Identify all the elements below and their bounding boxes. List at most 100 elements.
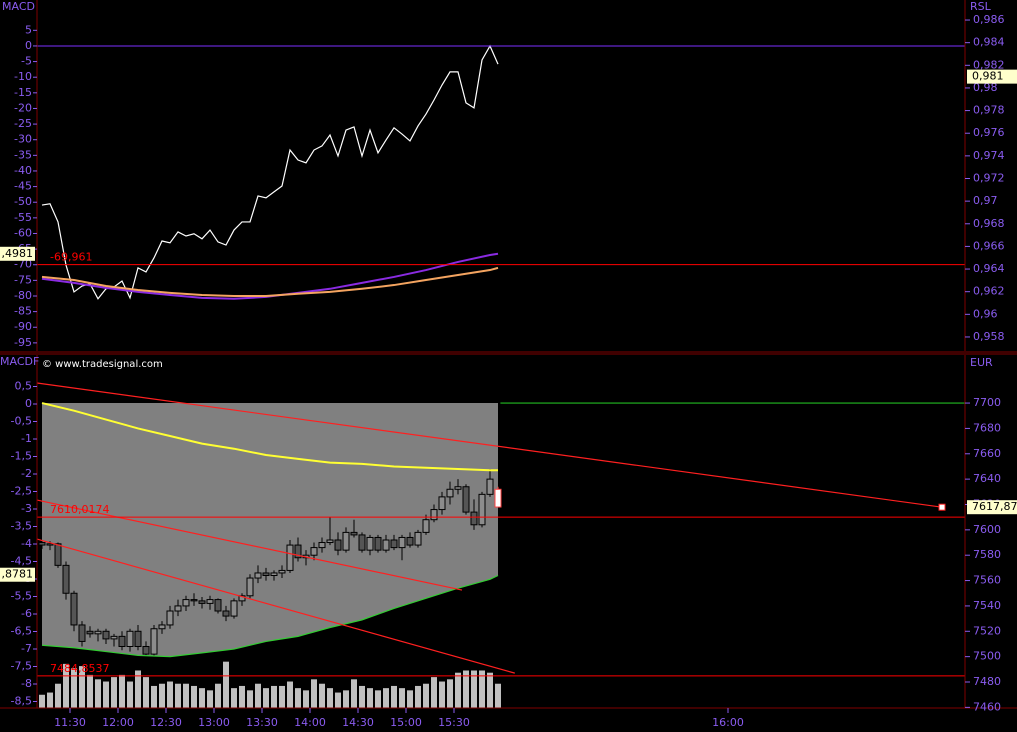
y-tick-label: -10 bbox=[14, 70, 32, 83]
volume-bar bbox=[143, 677, 149, 708]
volume-bar bbox=[415, 685, 421, 708]
indicator-line bbox=[41, 266, 499, 297]
candle-body bbox=[62, 564, 70, 594]
candle-body bbox=[318, 542, 326, 549]
y2-tick-label: 0,98 bbox=[973, 81, 998, 94]
candle-body bbox=[286, 544, 294, 571]
y-tick-label: 0 bbox=[25, 397, 32, 410]
volume-bar bbox=[159, 683, 165, 708]
y2-tick-label: 7600 bbox=[973, 523, 1001, 536]
candle-body bbox=[134, 630, 142, 648]
volume-bar bbox=[119, 674, 125, 708]
candle-body bbox=[358, 534, 366, 551]
y-tick-label: -75 bbox=[14, 273, 32, 286]
volume-bar bbox=[207, 690, 213, 708]
line-end-box bbox=[938, 503, 946, 511]
y-tick-label: -1,5 bbox=[11, 449, 32, 462]
volume-bar bbox=[199, 688, 205, 708]
y-tick-label: -60 bbox=[14, 226, 32, 239]
volume-bar bbox=[215, 683, 221, 708]
y-tick-label: -30 bbox=[14, 133, 32, 146]
overlay-line bbox=[41, 574, 499, 658]
candle-body bbox=[238, 595, 246, 602]
volume-bar bbox=[327, 688, 333, 708]
candle-body bbox=[382, 539, 390, 551]
y2-tick-label: 0,972 bbox=[973, 171, 1005, 184]
y-tick-label: -15 bbox=[14, 86, 32, 99]
volume-bar bbox=[175, 683, 181, 708]
plot-layer bbox=[36, 44, 965, 708]
value-marker-label: 0,981 bbox=[972, 70, 1004, 83]
volume-bar bbox=[495, 683, 501, 708]
candle-body bbox=[294, 544, 302, 559]
candle-body bbox=[198, 600, 206, 604]
y2-tick-label: 0,962 bbox=[973, 285, 1005, 298]
y-tick-label: -50 bbox=[14, 195, 32, 208]
pane-title: MACDF bbox=[0, 355, 39, 368]
candle-body bbox=[118, 635, 126, 648]
volume-bar bbox=[151, 685, 157, 708]
y2-tick-label: 7460 bbox=[973, 700, 1001, 713]
x-tick-label: 15:00 bbox=[390, 716, 422, 729]
volume-bar bbox=[223, 661, 229, 708]
y2-tick-label: 7540 bbox=[973, 599, 1001, 612]
candle-body bbox=[126, 630, 134, 648]
candle-body bbox=[278, 569, 286, 574]
candle-body bbox=[374, 536, 382, 551]
y-tick-label: -3 bbox=[21, 502, 32, 515]
value-marker-box bbox=[967, 500, 1017, 515]
y-tick-label: -6,5 bbox=[11, 624, 32, 637]
y-tick-label: -2 bbox=[21, 467, 32, 480]
pane-title-right: RSL bbox=[970, 0, 992, 13]
volume-bar bbox=[303, 690, 309, 708]
y2-tick-label: 0,96 bbox=[973, 307, 998, 320]
y-tick-label: -4 bbox=[21, 537, 32, 550]
y2-tick-label: 7640 bbox=[973, 472, 1001, 485]
value-marker-label: 7617,87 bbox=[972, 500, 1017, 513]
volume-bar bbox=[183, 683, 189, 708]
volume-bar bbox=[271, 685, 277, 708]
y2-tick-label: 7500 bbox=[973, 650, 1001, 663]
volume-bar bbox=[487, 672, 493, 708]
candle-body bbox=[86, 630, 94, 635]
volume-bar bbox=[423, 683, 429, 708]
volume-bar bbox=[239, 685, 245, 708]
pane-title: MACD bbox=[2, 0, 35, 13]
candle-body bbox=[94, 630, 102, 635]
volume-bar bbox=[263, 688, 269, 708]
candle-body bbox=[470, 511, 478, 526]
candle-body bbox=[430, 509, 438, 521]
volume-bar bbox=[111, 677, 117, 708]
candle-body bbox=[38, 542, 46, 546]
candle-body bbox=[334, 539, 342, 551]
candle-body bbox=[246, 577, 254, 597]
candle-body bbox=[262, 572, 270, 576]
y-tick-label: -0,5 bbox=[11, 414, 32, 427]
y-tick-label: -95 bbox=[14, 336, 32, 349]
y-tick-label: -80 bbox=[14, 289, 32, 302]
candle-body bbox=[254, 572, 262, 579]
candle-body bbox=[54, 543, 62, 566]
candle-body bbox=[190, 599, 198, 602]
y2-tick-label: 7660 bbox=[973, 447, 1001, 460]
y-tick-label: -2,5 bbox=[11, 484, 32, 497]
y2-tick-label: 0,974 bbox=[973, 149, 1005, 162]
volume-bar bbox=[439, 681, 445, 708]
candle-body bbox=[326, 539, 334, 544]
x-tick-label: 12:30 bbox=[150, 716, 182, 729]
y2-tick-label: 0,968 bbox=[973, 217, 1005, 230]
volume-bar bbox=[255, 683, 261, 708]
y-tick-label: -3,5 bbox=[11, 519, 32, 532]
y-tick-label: -85 bbox=[14, 305, 32, 318]
overlay-line bbox=[36, 382, 943, 508]
y-tick-label: -25 bbox=[14, 117, 32, 130]
candle-body bbox=[406, 536, 414, 546]
y-tick-label: 5 bbox=[25, 23, 32, 36]
candle-body bbox=[350, 531, 358, 536]
volume-bar bbox=[407, 690, 413, 708]
level-label: 7610,0174 bbox=[50, 503, 110, 516]
y2-tick-label: 7580 bbox=[973, 548, 1001, 561]
candle-body bbox=[214, 599, 222, 612]
